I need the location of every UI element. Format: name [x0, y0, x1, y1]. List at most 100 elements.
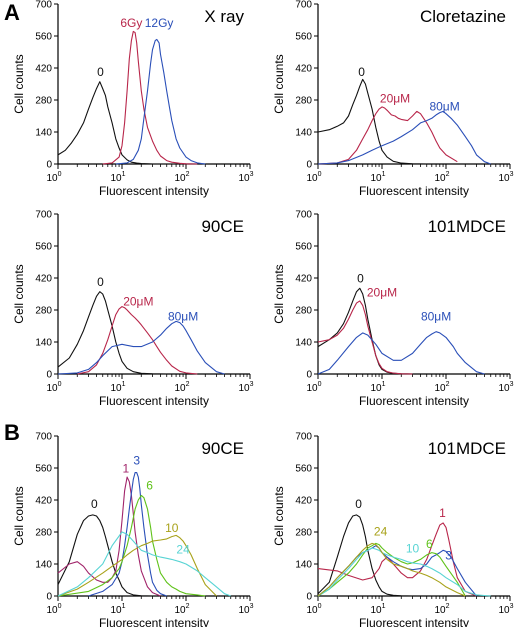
y-tick-label: 560 — [295, 464, 312, 475]
y-axis-label: Cell counts — [12, 264, 26, 323]
series-label: 0 — [97, 275, 104, 289]
series-line-0 — [317, 287, 413, 375]
panel-letter-b: B — [4, 420, 20, 445]
series-line-0 — [317, 514, 413, 597]
series-label: 80μM — [421, 309, 451, 323]
x-tick-label: 101 — [110, 381, 125, 394]
x-tick-label: 103 — [498, 171, 513, 184]
y-tick-label: 700 — [295, 432, 312, 443]
x-tick-label: 100 — [46, 603, 61, 616]
panel-title: 101MDCE — [428, 217, 506, 236]
series-line-3 — [88, 472, 167, 597]
series-line-20μM — [317, 106, 458, 165]
y-tick-label: 560 — [35, 32, 52, 43]
y-tick-label: 0 — [46, 160, 52, 171]
series-label: 1 — [439, 506, 446, 520]
y-tick-label: 420 — [295, 274, 312, 285]
series-line-6 — [57, 494, 206, 597]
x-tick-label: 101 — [110, 171, 125, 184]
y-tick-label: 420 — [35, 274, 52, 285]
x-tick-label: 100 — [306, 381, 321, 394]
y-tick-label: 140 — [35, 560, 52, 571]
y-tick-label: 560 — [295, 242, 312, 253]
series-line-0 — [317, 78, 427, 165]
x-tick-label: 100 — [306, 171, 321, 184]
x-tick-label: 103 — [238, 171, 253, 184]
x-tick-label: 100 — [46, 381, 61, 394]
y-tick-label: 280 — [35, 528, 52, 539]
series-label: 80μM — [168, 309, 198, 323]
y-axis-label: Cell counts — [272, 264, 286, 323]
panel-title: Cloretazine — [420, 7, 506, 26]
y-axis-label: Cell counts — [12, 486, 26, 545]
y-tick-label: 140 — [295, 338, 312, 349]
y-tick-label: 280 — [35, 306, 52, 317]
series-line-12Gy — [115, 38, 206, 165]
x-tick-label: 100 — [306, 603, 321, 616]
y-axis-label: Cell counts — [272, 486, 286, 545]
series-label: 10 — [165, 521, 179, 535]
x-tick-label: 101 — [110, 603, 125, 616]
series-label: 6Gy — [120, 16, 142, 30]
x-tick-label: 101 — [370, 603, 385, 616]
y-tick-label: 700 — [35, 0, 52, 11]
y-tick-label: 0 — [306, 592, 312, 603]
series-line-0 — [57, 514, 153, 597]
series-label: 20μM — [380, 91, 410, 105]
x-axis-label: Fluorescent intensity — [99, 394, 209, 408]
series-label: 6 — [146, 479, 153, 493]
series-line-6 — [317, 542, 466, 597]
series-line-10 — [317, 547, 491, 597]
y-tick-label: 280 — [35, 96, 52, 107]
histogram-panel-1: 0 140 280 420 560 700 100 101 102 103 Fluorescent … — [12, 0, 254, 198]
y-axis-label: Cell counts — [12, 54, 26, 113]
y-tick-label: 280 — [295, 96, 312, 107]
y-tick-label: 0 — [46, 592, 52, 603]
y-tick-label: 0 — [46, 370, 52, 381]
histogram-panel-3: 0 140 280 420 560 700 100 101 102 103 Fluorescent … — [12, 210, 254, 409]
series-label: 80μM — [429, 99, 459, 113]
x-axis-label: Fluorescent intensity — [99, 616, 209, 627]
series-line-80μM — [317, 110, 491, 165]
series-line-3 — [317, 545, 477, 597]
histogram-panel-2: 0 140 280 420 560 700 100 101 102 103 Fluorescent … — [272, 0, 514, 198]
y-tick-label: 560 — [295, 32, 312, 43]
x-tick-label: 102 — [174, 603, 189, 616]
x-tick-label: 100 — [46, 171, 61, 184]
x-axis-label: Fluorescent intensity — [99, 184, 209, 198]
series-label: 0 — [358, 65, 365, 79]
y-tick-label: 420 — [295, 64, 312, 75]
x-axis-label: Fluorescent intensity — [359, 394, 469, 408]
series-line-80μM — [57, 320, 225, 375]
y-tick-label: 140 — [295, 128, 312, 139]
x-tick-label: 103 — [238, 381, 253, 394]
y-tick-label: 420 — [35, 496, 52, 507]
y-tick-label: 280 — [295, 528, 312, 539]
series-label: 20μM — [367, 285, 397, 299]
y-tick-label: 140 — [35, 128, 52, 139]
panel-title: 90CE — [201, 217, 244, 236]
series-label: 0 — [91, 497, 98, 511]
panel-title: X ray — [204, 7, 244, 26]
y-tick-label: 420 — [295, 496, 312, 507]
series-line-1 — [57, 476, 161, 597]
y-tick-label: 0 — [306, 160, 312, 171]
series-label: 6 — [426, 537, 433, 551]
series-line-80μM — [317, 331, 485, 375]
series-line-10 — [57, 534, 217, 597]
x-tick-label: 103 — [498, 603, 513, 616]
series-label: 10 — [406, 542, 420, 556]
x-axis-label: Fluorescent intensity — [359, 184, 469, 198]
series-label: 24 — [176, 543, 190, 557]
x-tick-label: 101 — [370, 381, 385, 394]
y-tick-label: 420 — [35, 64, 52, 75]
series-line-24 — [317, 542, 466, 597]
series-line-1 — [317, 522, 477, 597]
series-line-0 — [57, 81, 198, 165]
series-line-24 — [57, 531, 231, 597]
series-label: 3 — [133, 454, 140, 468]
series-label: 0 — [97, 65, 104, 79]
